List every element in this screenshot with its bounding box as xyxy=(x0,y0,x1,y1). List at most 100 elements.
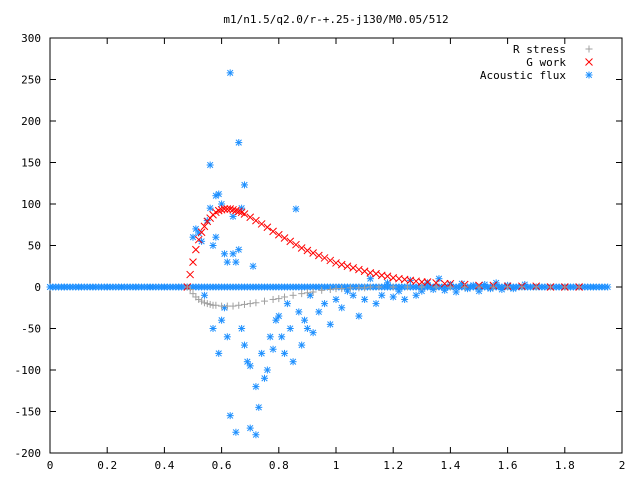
r-stress-point xyxy=(200,299,208,307)
acoustic-flux-point xyxy=(238,325,246,332)
acoustic-flux-point xyxy=(249,262,257,270)
g-work-point xyxy=(360,267,369,276)
acoustic-flux-point xyxy=(243,358,251,366)
chart-title: m1/n1.5/q2.0/r-+.25-j130/M0.05/512 xyxy=(223,13,448,26)
g-work-point xyxy=(314,251,323,260)
g-work-point xyxy=(257,220,266,228)
g-work-point xyxy=(292,240,300,249)
y-tick-label: 150 xyxy=(21,157,41,170)
acoustic-flux-point xyxy=(303,325,311,332)
acoustic-flux-point xyxy=(281,349,289,357)
y-tick-label: 0 xyxy=(34,281,41,294)
g-work-point xyxy=(226,205,235,213)
r-stress-point xyxy=(366,283,374,291)
acoustic-flux-point xyxy=(218,316,226,324)
x-tick-label: 2 xyxy=(619,459,626,472)
acoustic-flux-point xyxy=(200,291,208,299)
series-r-stress xyxy=(183,283,583,310)
acoustic-flux-point xyxy=(349,291,357,299)
g-work-point xyxy=(234,207,243,216)
acoustic-flux-point xyxy=(366,275,374,283)
acoustic-flux-point xyxy=(232,258,240,266)
acoustic-flux-point xyxy=(232,428,240,436)
r-stress-point xyxy=(547,283,554,291)
g-work-point xyxy=(417,278,426,286)
r-stress-point xyxy=(326,285,334,293)
r-stress-point xyxy=(461,283,469,291)
r-stress-point xyxy=(389,283,397,291)
g-work-point xyxy=(186,270,194,279)
g-work-point xyxy=(297,244,306,252)
g-work-point xyxy=(200,222,209,231)
g-work-point xyxy=(269,227,277,236)
g-work-point xyxy=(326,256,335,265)
g-work-point xyxy=(220,205,229,213)
acoustic-flux-point xyxy=(223,258,231,266)
r-stress-point xyxy=(303,289,311,297)
acoustic-flux-point xyxy=(269,345,277,353)
r-stress-point xyxy=(309,288,317,296)
legend-label: Acoustic flux xyxy=(480,69,566,82)
acoustic-flux-point xyxy=(215,190,223,198)
acoustic-flux-point xyxy=(401,295,409,303)
legend-label: R stress xyxy=(513,43,566,56)
g-work-point xyxy=(197,228,206,237)
acoustic-flux-point xyxy=(226,69,234,77)
r-stress-point xyxy=(195,295,203,303)
plot-frame xyxy=(49,37,623,454)
acoustic-flux-point xyxy=(223,333,231,341)
acoustic-flux-point xyxy=(240,181,248,189)
g-work-point xyxy=(349,264,358,272)
r-stress-point xyxy=(186,285,194,293)
acoustic-flux-point xyxy=(338,304,346,312)
y-tick-label: 200 xyxy=(21,115,41,128)
acoustic-flux-point xyxy=(206,161,214,169)
acoustic-flux-point xyxy=(315,308,323,316)
g-work-point xyxy=(303,246,312,255)
acoustic-flux-point xyxy=(292,205,300,213)
legend-marker xyxy=(585,45,593,53)
acoustic-flux-point xyxy=(283,300,291,308)
g-work-point xyxy=(194,235,203,244)
g-work-point xyxy=(263,223,272,232)
r-stress-point xyxy=(561,283,569,291)
acoustic-flux-point xyxy=(361,295,369,303)
acoustic-flux-point xyxy=(301,316,309,324)
acoustic-flux-point xyxy=(372,300,380,308)
g-work-point xyxy=(229,205,237,214)
r-stress-point xyxy=(432,283,440,291)
g-work-point xyxy=(280,234,289,242)
acoustic-flux-point xyxy=(229,212,237,220)
y-tick-label: -150 xyxy=(15,406,42,419)
acoustic-flux-point xyxy=(261,374,268,382)
acoustic-flux-point xyxy=(189,233,197,241)
acoustic-flux-point xyxy=(321,300,329,308)
x-tick-label: 0 xyxy=(47,459,54,472)
series-layer xyxy=(46,69,612,439)
r-stress-point xyxy=(361,284,369,292)
acoustic-flux-point xyxy=(289,358,297,366)
r-stress-point xyxy=(518,283,526,291)
g-work-point xyxy=(214,206,223,215)
g-work-point xyxy=(240,210,249,218)
r-stress-point xyxy=(446,283,454,291)
acoustic-flux-point xyxy=(235,139,243,147)
acoustic-flux-point xyxy=(389,293,397,301)
acoustic-flux-point xyxy=(298,341,306,349)
acoustic-flux-point xyxy=(378,291,386,299)
r-stress-point xyxy=(246,300,254,308)
r-stress-point xyxy=(418,283,426,291)
r-stress-point xyxy=(504,283,512,291)
legend-marker xyxy=(585,58,593,66)
r-stress-point xyxy=(346,284,354,292)
x-tick-label: 1.4 xyxy=(440,459,460,472)
g-work-point xyxy=(286,237,295,246)
acoustic-flux-point xyxy=(252,383,260,391)
r-stress-point xyxy=(229,302,237,310)
acoustic-flux-point xyxy=(275,312,283,320)
axis-ticks: 0 0.2 0.4 0.6 0.8 1 1.2 1.4 1.6 1.8 2 300 250 200 150 1… xyxy=(15,32,626,472)
acoustic-flux-point xyxy=(235,246,243,254)
acoustic-flux-point xyxy=(198,237,206,245)
y-tick-label: 300 xyxy=(21,32,41,45)
